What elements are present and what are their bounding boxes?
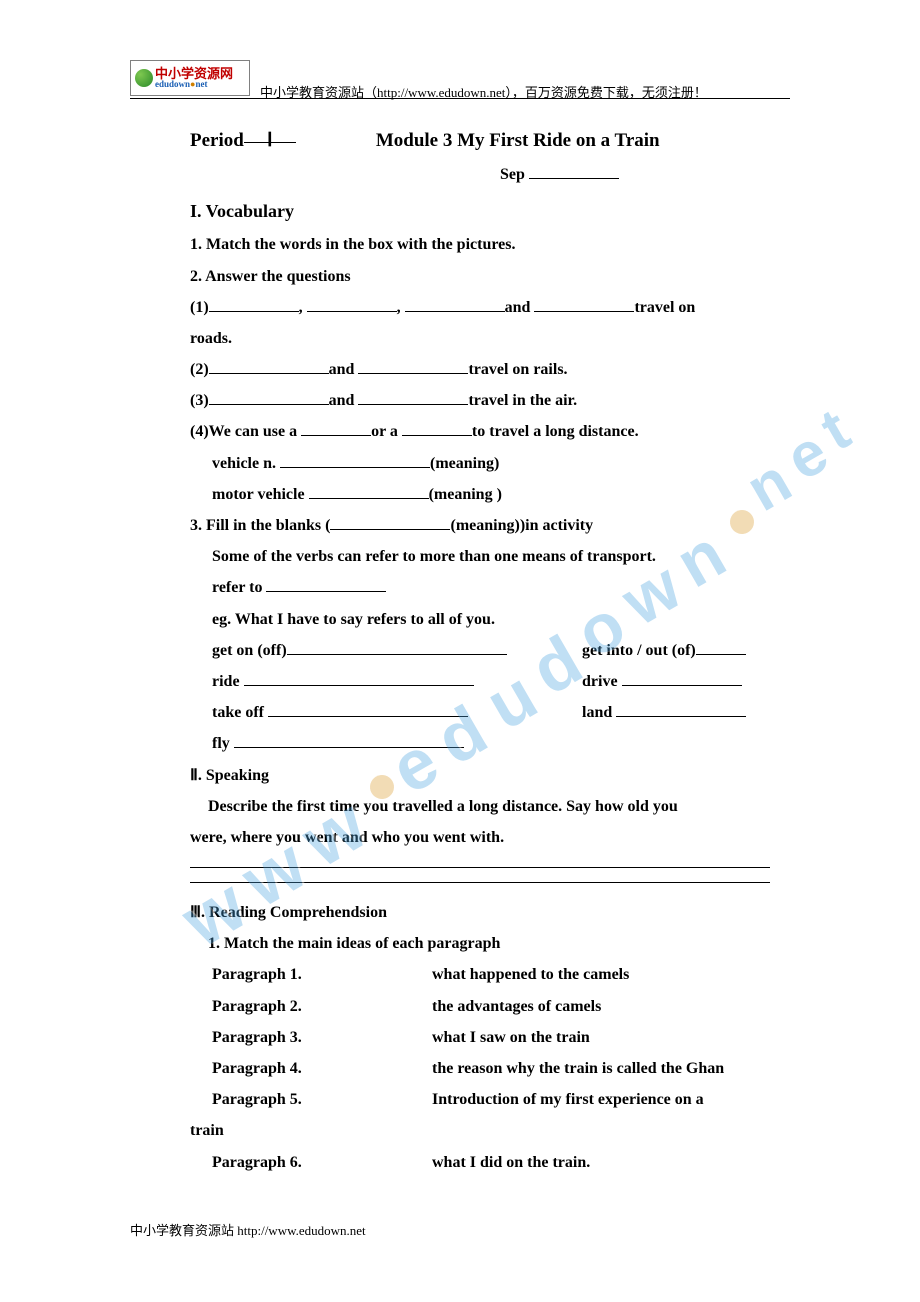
sec2-heading: Ⅱ. Speaking bbox=[190, 760, 790, 791]
para-row-2: Paragraph 2.the advantages of camels bbox=[190, 991, 790, 1022]
para-row-1: Paragraph 1.what happened to the camels bbox=[190, 959, 790, 990]
footer-text: 中小学教育资源站 http://www.edudown.net bbox=[130, 1220, 366, 1239]
q2: (2)and travel on rails. bbox=[190, 354, 790, 385]
verb-row2: ride drive bbox=[190, 666, 790, 697]
document-content: Period Ⅰ Module 3 My First Ride on a Tra… bbox=[190, 122, 790, 1178]
logo-en: edudown●net bbox=[155, 80, 233, 89]
title-row: Period Ⅰ Module 3 My First Ride on a Tra… bbox=[190, 122, 790, 159]
para-row-3: Paragraph 3.what I saw on the train bbox=[190, 1022, 790, 1053]
q1-line2: roads. bbox=[190, 323, 790, 354]
sec1-item1: 1. Match the words in the box with the p… bbox=[190, 229, 790, 260]
q4: (4)We can use a or a to travel a long di… bbox=[190, 416, 790, 447]
logo-box: 中小学资源网 edudown●net bbox=[130, 60, 250, 96]
answer-line-2 bbox=[190, 882, 770, 883]
sec3-heading: Ⅲ. Reading Comprehendsion bbox=[190, 897, 790, 928]
para-row-5: Paragraph 5.Introduction of my first exp… bbox=[190, 1084, 790, 1115]
sec1-item3: 3. Fill in the blanks ((meaning))in acti… bbox=[190, 510, 790, 541]
logo-text: 中小学资源网 edudown●net bbox=[155, 67, 233, 89]
verb-row3: take off land bbox=[190, 697, 790, 728]
verb-row1: get on (off) get into / out (of) bbox=[190, 635, 790, 666]
sec1-item2: 2. Answer the questions bbox=[190, 261, 790, 292]
verb-row4: fly bbox=[190, 728, 790, 759]
sec2-prompt2: were, where you went and who you went wi… bbox=[190, 822, 790, 853]
para-row-5-cont: train bbox=[190, 1115, 790, 1146]
sec1-heading: I. Vocabulary bbox=[190, 194, 790, 229]
date-row: Sep bbox=[190, 159, 790, 190]
some-verbs: Some of the verbs can refer to more than… bbox=[190, 541, 790, 572]
eg-row: eg. What I have to say refers to all of … bbox=[190, 604, 790, 635]
header-divider bbox=[130, 98, 790, 99]
period-blank: Ⅰ bbox=[244, 122, 296, 143]
globe-icon bbox=[135, 69, 153, 87]
sec3-item1: 1. Match the main ideas of each paragrap… bbox=[190, 928, 790, 959]
answer-line-1 bbox=[190, 867, 770, 868]
module-title: Module 3 My First Ride on a Train bbox=[376, 122, 660, 159]
vehicle-row: vehicle n. (meaning) bbox=[190, 448, 790, 479]
motor-row: motor vehicle (meaning ) bbox=[190, 479, 790, 510]
period-label: Period bbox=[190, 122, 244, 159]
date-label: Sep bbox=[500, 166, 525, 183]
refer-to-row: refer to bbox=[190, 572, 790, 603]
date-blank bbox=[529, 161, 619, 179]
para-row-6: Paragraph 6.what I did on the train. bbox=[190, 1147, 790, 1178]
sec2-prompt1: Describe the first time you travelled a … bbox=[190, 791, 790, 822]
q1: (1), , and travel on bbox=[190, 292, 790, 323]
para-row-4: Paragraph 4.the reason why the train is … bbox=[190, 1053, 790, 1084]
q3: (3)and travel in the air. bbox=[190, 385, 790, 416]
